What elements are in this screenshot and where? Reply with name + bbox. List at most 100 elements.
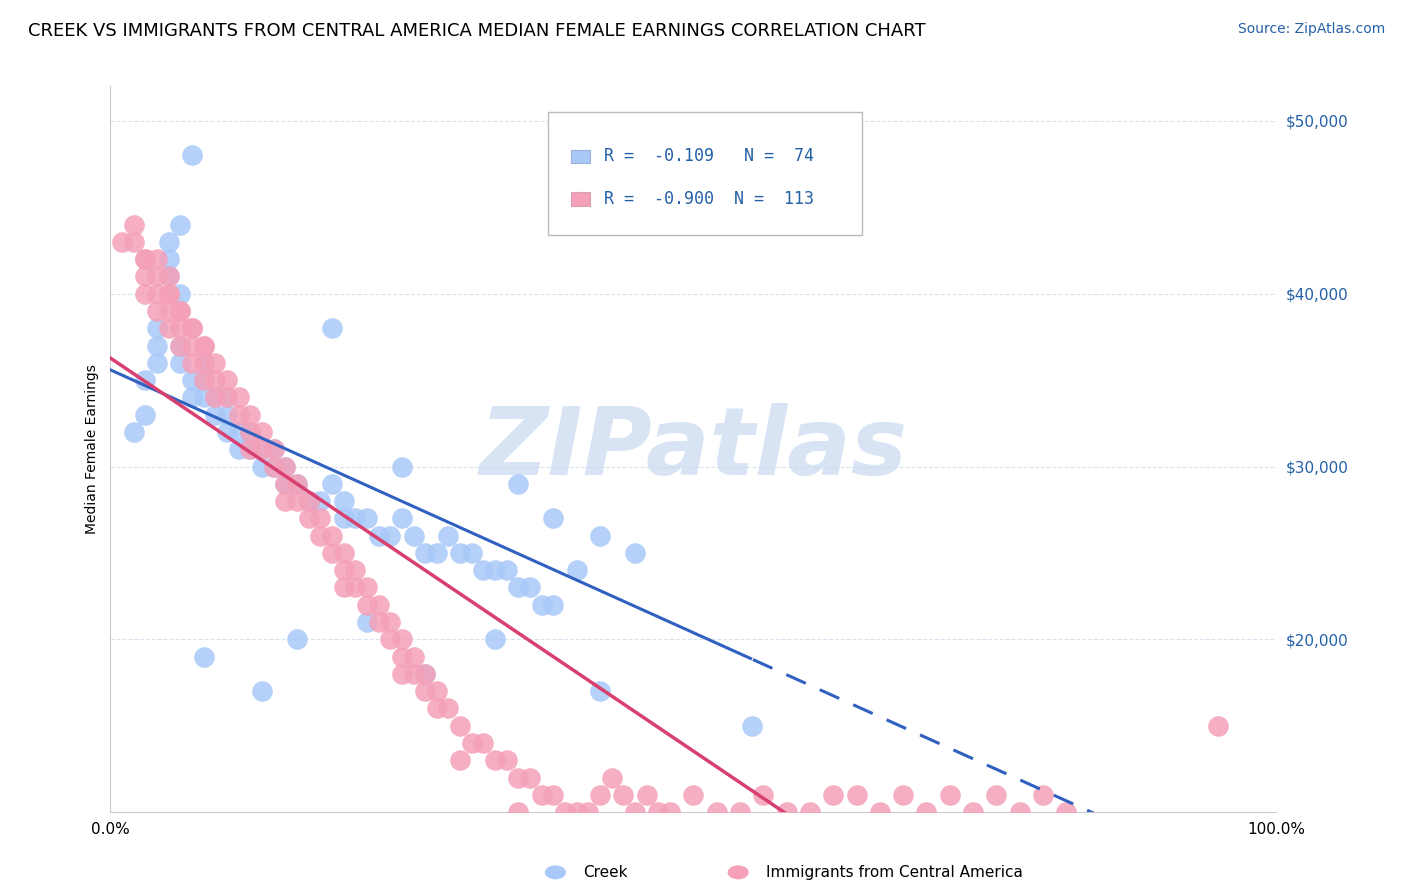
Point bbox=[193, 356, 215, 370]
Point bbox=[250, 442, 273, 457]
Point bbox=[297, 494, 319, 508]
Point bbox=[193, 373, 215, 387]
Point bbox=[239, 425, 262, 439]
Point bbox=[741, 719, 763, 733]
Point bbox=[1032, 788, 1054, 802]
Point bbox=[274, 459, 297, 474]
Point bbox=[565, 805, 588, 819]
Point bbox=[332, 563, 354, 577]
Point bbox=[752, 788, 775, 802]
Point bbox=[775, 805, 797, 819]
Point bbox=[204, 356, 226, 370]
Point bbox=[146, 304, 169, 318]
Point bbox=[356, 615, 378, 629]
Point bbox=[449, 753, 471, 767]
Text: R =  -0.109   N =  74: R = -0.109 N = 74 bbox=[603, 147, 814, 165]
Point bbox=[344, 581, 367, 595]
Point bbox=[181, 391, 204, 405]
Point bbox=[1206, 719, 1229, 733]
Point bbox=[228, 425, 250, 439]
Point bbox=[356, 581, 378, 595]
Point bbox=[321, 546, 343, 560]
Point bbox=[391, 459, 413, 474]
Point bbox=[636, 788, 658, 802]
Point bbox=[565, 563, 588, 577]
Point bbox=[413, 546, 436, 560]
Point bbox=[146, 252, 169, 267]
Point bbox=[706, 805, 728, 819]
Point bbox=[309, 494, 332, 508]
Point bbox=[169, 338, 191, 352]
Point bbox=[285, 632, 308, 647]
Point bbox=[193, 373, 215, 387]
Point bbox=[228, 442, 250, 457]
Point bbox=[624, 546, 647, 560]
Point bbox=[122, 425, 145, 439]
Point bbox=[285, 476, 308, 491]
Point bbox=[193, 338, 215, 352]
Point bbox=[413, 666, 436, 681]
Point bbox=[449, 719, 471, 733]
Point bbox=[682, 788, 704, 802]
Point bbox=[181, 148, 204, 162]
Point bbox=[508, 805, 530, 819]
FancyBboxPatch shape bbox=[547, 112, 862, 235]
Point bbox=[508, 771, 530, 785]
Point bbox=[915, 805, 938, 819]
Point bbox=[869, 805, 891, 819]
Point bbox=[508, 476, 530, 491]
Point bbox=[146, 286, 169, 301]
Point bbox=[204, 391, 226, 405]
Point bbox=[134, 269, 156, 284]
Y-axis label: Median Female Earnings: Median Female Earnings bbox=[86, 364, 100, 534]
Point bbox=[332, 581, 354, 595]
Point bbox=[367, 615, 389, 629]
Point bbox=[554, 805, 576, 819]
Point bbox=[508, 581, 530, 595]
Point bbox=[250, 425, 273, 439]
Point bbox=[285, 476, 308, 491]
Point bbox=[484, 753, 506, 767]
Point bbox=[576, 805, 599, 819]
Point bbox=[250, 684, 273, 698]
Point bbox=[146, 269, 169, 284]
Point bbox=[169, 321, 191, 335]
Point bbox=[799, 218, 821, 232]
Point bbox=[986, 788, 1008, 802]
Point bbox=[367, 598, 389, 612]
Point bbox=[530, 598, 553, 612]
Point bbox=[134, 408, 156, 422]
Point bbox=[344, 511, 367, 525]
Text: R =  -0.900  N =  113: R = -0.900 N = 113 bbox=[603, 190, 814, 208]
Point bbox=[472, 563, 495, 577]
Point bbox=[157, 286, 180, 301]
Point bbox=[169, 218, 191, 232]
Point bbox=[426, 701, 449, 715]
Point bbox=[543, 598, 565, 612]
Text: CREEK VS IMMIGRANTS FROM CENTRAL AMERICA MEDIAN FEMALE EARNINGS CORRELATION CHAR: CREEK VS IMMIGRANTS FROM CENTRAL AMERICA… bbox=[28, 22, 925, 40]
Point bbox=[134, 286, 156, 301]
Point bbox=[169, 356, 191, 370]
Point bbox=[181, 373, 204, 387]
Point bbox=[484, 563, 506, 577]
Point bbox=[215, 391, 238, 405]
Point bbox=[274, 494, 297, 508]
Text: Immigrants from Central America: Immigrants from Central America bbox=[766, 865, 1024, 880]
Point bbox=[367, 529, 389, 543]
Point bbox=[426, 546, 449, 560]
Point bbox=[157, 304, 180, 318]
Point bbox=[461, 736, 484, 750]
Text: Source: ZipAtlas.com: Source: ZipAtlas.com bbox=[1237, 22, 1385, 37]
Point bbox=[157, 321, 180, 335]
FancyBboxPatch shape bbox=[571, 193, 589, 205]
Point bbox=[239, 425, 262, 439]
Point bbox=[823, 788, 845, 802]
Point bbox=[228, 408, 250, 422]
Point bbox=[461, 546, 484, 560]
Point bbox=[111, 235, 134, 249]
Point bbox=[413, 684, 436, 698]
Point bbox=[437, 529, 460, 543]
Point bbox=[589, 684, 612, 698]
Point bbox=[391, 666, 413, 681]
Point bbox=[402, 666, 425, 681]
